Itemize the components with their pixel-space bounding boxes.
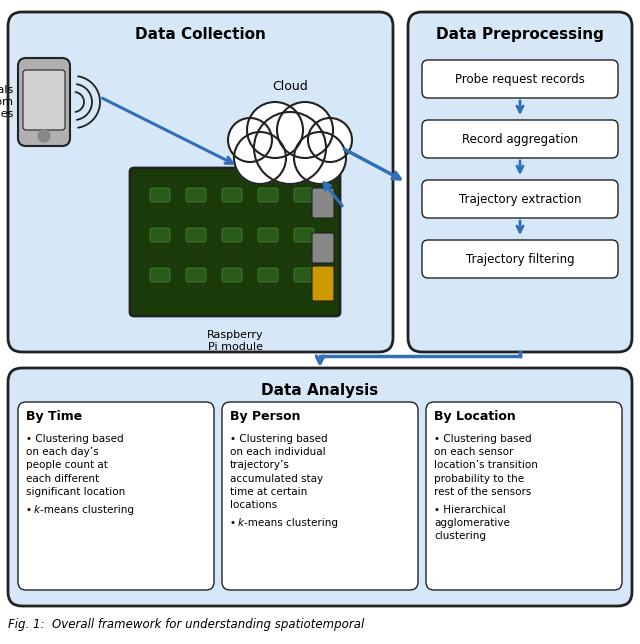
FancyBboxPatch shape (8, 368, 632, 606)
FancyBboxPatch shape (186, 268, 206, 282)
FancyBboxPatch shape (222, 268, 242, 282)
FancyBboxPatch shape (8, 12, 393, 352)
Text: Signals
from
Phones: Signals from Phones (0, 86, 14, 118)
Text: Probe request records: Probe request records (455, 73, 585, 86)
FancyBboxPatch shape (150, 188, 170, 202)
FancyBboxPatch shape (258, 188, 278, 202)
FancyBboxPatch shape (422, 240, 618, 278)
FancyBboxPatch shape (222, 228, 242, 242)
FancyBboxPatch shape (150, 268, 170, 282)
FancyBboxPatch shape (258, 228, 278, 242)
FancyBboxPatch shape (312, 188, 334, 218)
Text: By Time: By Time (26, 410, 83, 422)
Text: Data Preprocessing: Data Preprocessing (436, 26, 604, 41)
Circle shape (247, 102, 303, 158)
Text: Data Collection: Data Collection (135, 26, 266, 41)
Text: -means clustering: -means clustering (40, 505, 134, 515)
Circle shape (308, 118, 352, 162)
Text: k: k (238, 518, 244, 528)
Text: • Hierarchical
agglomerative
clustering: • Hierarchical agglomerative clustering (434, 505, 510, 542)
Text: Data Analysis: Data Analysis (261, 383, 379, 397)
FancyBboxPatch shape (150, 228, 170, 242)
FancyBboxPatch shape (312, 233, 334, 263)
FancyBboxPatch shape (294, 228, 314, 242)
Text: • Clustering based
on each sensor
location’s transition
probability to the
rest : • Clustering based on each sensor locati… (434, 434, 538, 497)
FancyBboxPatch shape (312, 266, 334, 301)
FancyBboxPatch shape (426, 402, 622, 590)
Text: •: • (230, 518, 239, 528)
FancyBboxPatch shape (186, 188, 206, 202)
FancyBboxPatch shape (23, 70, 65, 130)
FancyBboxPatch shape (130, 168, 340, 316)
Text: k: k (34, 505, 40, 515)
Text: Trajectory extraction: Trajectory extraction (459, 193, 581, 205)
FancyBboxPatch shape (222, 402, 418, 590)
Text: Record aggregation: Record aggregation (462, 133, 578, 146)
FancyBboxPatch shape (294, 268, 314, 282)
Circle shape (254, 112, 326, 184)
Text: • Clustering based
on each day’s
people count at
each different
significant loca: • Clustering based on each day’s people … (26, 434, 125, 497)
FancyBboxPatch shape (422, 60, 618, 98)
FancyBboxPatch shape (222, 188, 242, 202)
Text: Cloud: Cloud (272, 80, 308, 93)
Circle shape (294, 132, 346, 184)
Circle shape (228, 118, 272, 162)
Circle shape (234, 132, 286, 184)
Circle shape (277, 102, 333, 158)
Text: By Person: By Person (230, 410, 301, 422)
Text: By Location: By Location (434, 410, 516, 422)
FancyBboxPatch shape (422, 180, 618, 218)
FancyBboxPatch shape (408, 12, 632, 352)
Circle shape (38, 130, 50, 142)
Text: •: • (26, 505, 35, 515)
FancyBboxPatch shape (294, 188, 314, 202)
FancyBboxPatch shape (18, 58, 70, 146)
FancyBboxPatch shape (18, 402, 214, 590)
FancyBboxPatch shape (186, 228, 206, 242)
Text: Raspberry
Pi module: Raspberry Pi module (207, 330, 263, 352)
FancyBboxPatch shape (258, 268, 278, 282)
Text: -means clustering: -means clustering (244, 518, 338, 528)
FancyBboxPatch shape (422, 120, 618, 158)
Text: • Clustering based
on each individual
trajectory’s
accumulated stay
time at cert: • Clustering based on each individual tr… (230, 434, 328, 510)
Text: Trajectory filtering: Trajectory filtering (466, 252, 574, 265)
Text: Fig. 1:  Overall framework for understanding spatiotemporal: Fig. 1: Overall framework for understand… (8, 618, 364, 631)
